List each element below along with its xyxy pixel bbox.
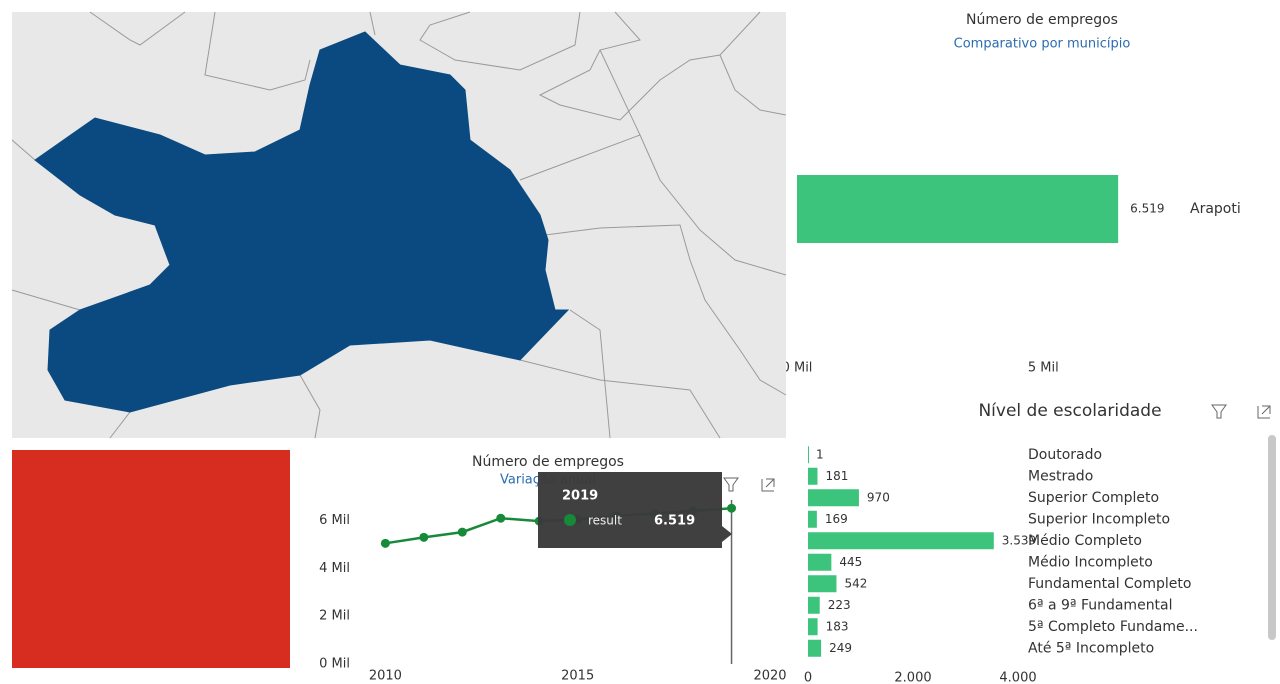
point — [419, 532, 429, 542]
bar — [808, 532, 994, 550]
chart-title: Número de empregos — [472, 454, 624, 470]
map — [0, 0, 787, 439]
data-label: 249 — [829, 641, 852, 655]
bar — [808, 639, 822, 657]
expand-icon[interactable] — [1257, 405, 1271, 419]
data-label: 542 — [844, 576, 867, 590]
bar — [797, 175, 1119, 243]
data-label: 169 — [825, 512, 848, 526]
category-label: Fundamental Completo — [1028, 576, 1191, 592]
category-label: Arapoti — [1190, 201, 1241, 217]
chart-title: Número de empregos — [966, 12, 1118, 28]
data-label: 181 — [826, 469, 849, 483]
tooltip-box — [538, 472, 732, 548]
category-label: Médio Incompleto — [1028, 554, 1153, 570]
chart-title: Nível de escolaridade — [978, 401, 1161, 421]
x-tick-label: 0 Mil — [782, 361, 813, 376]
chart-subtitle: Comparativo por município — [954, 37, 1131, 52]
data-label: 223 — [828, 598, 851, 612]
boundary — [11, 11, 787, 439]
tooltip-value: 6.519 — [654, 514, 695, 529]
charts: Número de empregos Comparativo por municí… — [319, 12, 1241, 684]
point — [380, 538, 390, 548]
scrollbar[interactable] — [1268, 435, 1276, 640]
selected-municipality[interactable] — [34, 31, 570, 413]
x-tick-label: 2.000 — [894, 671, 931, 684]
bar — [808, 553, 832, 571]
y-tick-label: 4 Mil — [319, 561, 350, 576]
category-label: 6ª a 9ª Fundamental — [1028, 597, 1173, 613]
data-label: 183 — [826, 619, 849, 633]
x-tick-label: 2020 — [753, 669, 786, 684]
point — [496, 513, 506, 523]
bar — [808, 510, 817, 528]
y-tick-label: 0 Mil — [319, 657, 350, 672]
category-label: Médio Completo — [1028, 533, 1142, 549]
x-tick-label: 0 — [804, 671, 812, 684]
category-label: Superior Completo — [1028, 490, 1159, 506]
tooltip-swatch — [564, 514, 576, 526]
category-label: Superior Incompleto — [1028, 511, 1170, 527]
bar — [808, 446, 809, 464]
x-tick-label: 4.000 — [999, 671, 1036, 684]
data-label: 1 — [816, 447, 824, 461]
category-label: Até 5ª Incompleto — [1028, 640, 1154, 656]
tooltip-series: result — [588, 514, 622, 528]
category-label: Doutorado — [1028, 447, 1102, 463]
data-label: 970 — [867, 490, 890, 504]
y-tick-label: 6 Mil — [319, 513, 350, 528]
tooltip: 2019 result 6.519 — [538, 472, 732, 548]
expand-icon[interactable] — [761, 478, 775, 492]
category-label: 5ª Completo Fundame... — [1028, 619, 1198, 635]
bar — [808, 596, 820, 614]
category-label: Mestrado — [1028, 468, 1093, 484]
bar — [808, 489, 859, 507]
point — [457, 527, 467, 537]
filter-icon[interactable] — [1211, 404, 1227, 419]
bar — [808, 575, 837, 593]
x-tick-label: 2015 — [561, 669, 594, 684]
x-tick-label: 2010 — [369, 669, 402, 684]
card — [12, 450, 290, 668]
data-label: 3.539 — [1002, 533, 1036, 547]
x-tick-label: 5 Mil — [1028, 361, 1059, 376]
data-label: 6.519 — [1130, 202, 1164, 216]
bar — [808, 618, 818, 636]
bar — [808, 467, 818, 485]
data-label: 445 — [839, 555, 862, 569]
tooltip-title: 2019 — [562, 489, 598, 504]
y-tick-label: 2 Mil — [319, 609, 350, 624]
filter-icon[interactable] — [723, 477, 739, 492]
point — [727, 503, 737, 513]
